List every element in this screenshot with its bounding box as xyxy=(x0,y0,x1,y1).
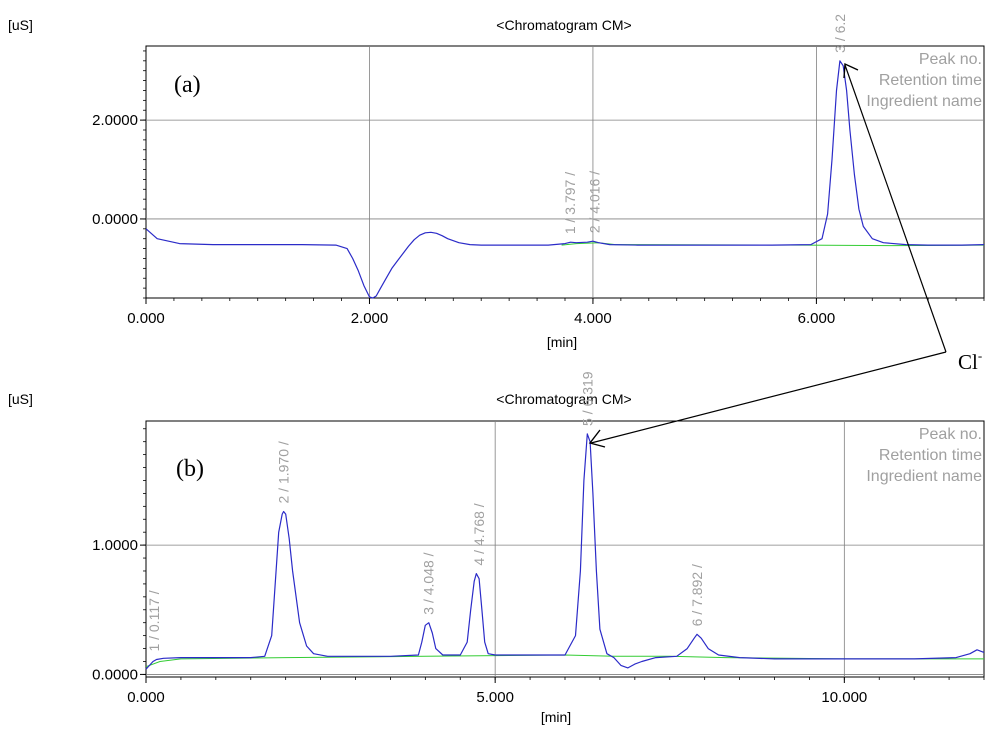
panel-a-plot-frame xyxy=(145,45,985,299)
x-tick-label: 5.000 xyxy=(476,689,514,706)
peak-label: 1 / 0.117 / xyxy=(146,590,162,651)
peak-label: 2 / 4.016 / xyxy=(587,171,603,233)
panel-b-series xyxy=(145,433,985,670)
panel-b-x-axis-label: [min] xyxy=(541,709,571,725)
panel-a: [uS] <Chromatogram CM> 0.000 2.000 4.000 6.… xyxy=(8,14,985,350)
legend-line: Peak no. xyxy=(919,426,982,443)
panel-a-x-ticks: 0.000 2.000 4.000 6.000 xyxy=(127,298,835,327)
panel-a-title: <Chromatogram CM> xyxy=(496,17,631,33)
callout-arrow-a xyxy=(844,64,947,353)
panel-b-x-ticks: 0.000 5.000 10.000 xyxy=(127,677,867,706)
legend-line: Ingredient name xyxy=(866,468,982,485)
panel-a-legend: Peak no. Retention time Ingredient name xyxy=(866,51,982,110)
panel-a-series xyxy=(145,60,985,299)
x-tick-label: 2.000 xyxy=(351,310,389,327)
y-tick-label: 0.0000 xyxy=(92,666,138,683)
panel-b: [uS] <Chromatogram CM> 0.000 5.000 10.000 … xyxy=(8,371,985,725)
peak-label: 4 / 4.768 / xyxy=(471,503,487,565)
panel-b-grid xyxy=(146,421,984,677)
legend-line: Retention time xyxy=(879,72,982,89)
x-tick-label: 10.000 xyxy=(821,689,867,706)
legend-line: Ingredient name xyxy=(866,93,982,110)
peak-label: 2 / 1.970 / xyxy=(276,441,292,503)
panel-a-peak-labels: 1 / 3.797 / 2 / 4.016 / 3 / 6.2 xyxy=(562,14,848,234)
series-signal-line xyxy=(145,60,985,299)
legend-line: Peak no. xyxy=(919,51,982,68)
callout-label: Cl- xyxy=(958,348,982,374)
panel-b-y-ticks: 0.0000 1.0000 xyxy=(92,537,146,683)
peak-label: 6 / 7.892 / xyxy=(689,564,705,626)
x-tick-label: 4.000 xyxy=(574,310,612,327)
panel-b-label: (b) xyxy=(176,456,204,482)
peak-label: 5 / 6.319 xyxy=(579,371,595,426)
peak-label: 3 / 4.048 / xyxy=(421,552,437,614)
peak-label: 3 / 6.2 xyxy=(832,14,848,53)
panel-a-y-unit: [uS] xyxy=(8,17,33,33)
y-tick-label: 1.0000 xyxy=(92,537,138,554)
peak-label: 1 / 3.797 / xyxy=(562,172,578,234)
y-tick-label: 0.0000 xyxy=(92,211,138,228)
y-tick-label: 2.0000 xyxy=(92,112,138,129)
panel-b-plot-frame xyxy=(145,420,985,678)
panel-a-x-axis-label: [min] xyxy=(547,334,577,350)
chloride-callout: Cl- xyxy=(588,62,982,448)
x-tick-label: 0.000 xyxy=(127,689,165,706)
panel-a-grid xyxy=(146,46,984,298)
panel-b-y-unit: [uS] xyxy=(8,391,33,407)
x-tick-label: 0.000 xyxy=(127,310,165,327)
panel-b-legend: Peak no. Retention time Ingredient name xyxy=(866,426,982,485)
callout-arrowhead-a xyxy=(843,62,859,79)
panel-a-label: (a) xyxy=(174,72,201,98)
series-signal-line xyxy=(145,433,985,670)
x-tick-label: 6.000 xyxy=(798,310,836,327)
panel-a-y-ticks: 0.0000 2.0000 xyxy=(92,112,146,228)
panel-b-title: <Chromatogram CM> xyxy=(496,391,631,407)
callout-arrowhead-b xyxy=(588,429,606,448)
callout-arrow-b xyxy=(590,351,947,444)
panel-b-peak-labels: 1 / 0.117 / 2 / 1.970 / 3 / 4.048 / 4 / 4.7… xyxy=(146,371,705,651)
legend-line: Retention time xyxy=(879,447,982,464)
